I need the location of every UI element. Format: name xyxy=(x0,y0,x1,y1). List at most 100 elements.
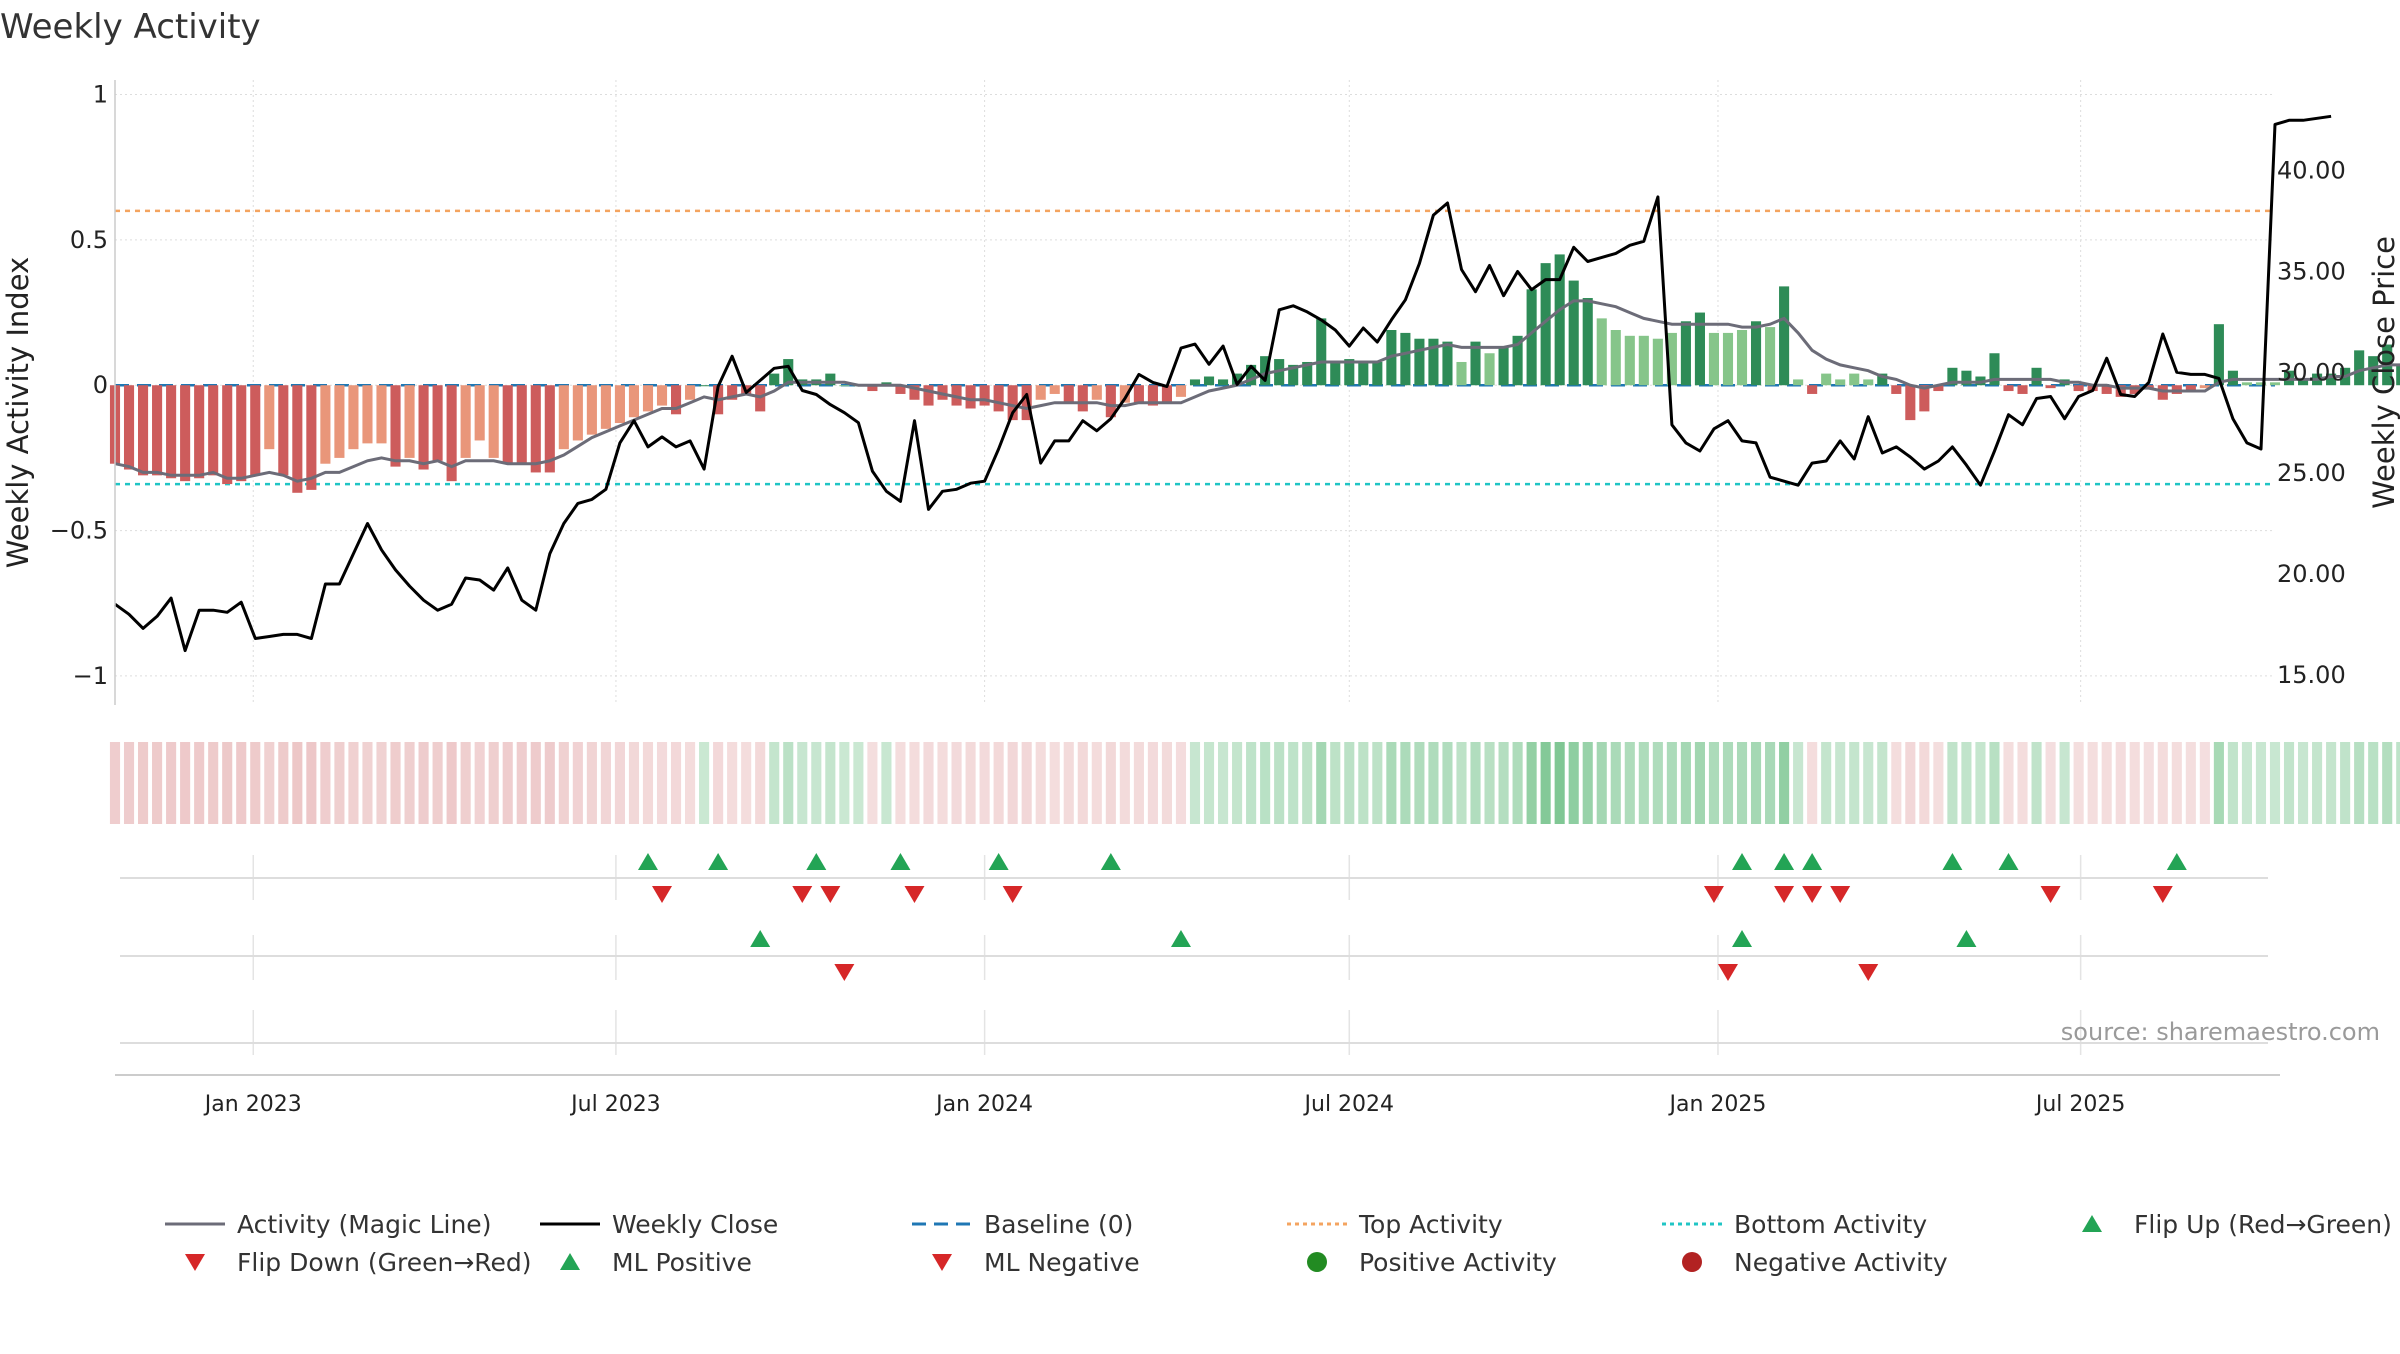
flip-down-marker xyxy=(2152,886,2173,903)
activity-bar xyxy=(1624,335,1635,386)
activity-bar xyxy=(670,385,682,415)
activity-strip-cell xyxy=(1119,742,1130,824)
activity-strip-cell xyxy=(895,742,906,824)
flip-up-marker xyxy=(1774,853,1795,870)
activity-bar xyxy=(1652,338,1663,386)
activity-strip-cell xyxy=(1007,742,1018,824)
x-tick-label: Jan 2025 xyxy=(1668,1092,1767,1117)
activity-bar xyxy=(1863,379,1874,386)
flip-up-marker xyxy=(1942,853,1963,870)
flip-up-marker xyxy=(2166,853,2187,870)
activity-strip-cell xyxy=(1933,742,1944,824)
activity-strip-cell xyxy=(502,742,513,824)
activity-strip-cell xyxy=(1105,742,1116,824)
legend-label: Flip Up (Red→Green) xyxy=(2134,1210,2392,1239)
activity-bar xyxy=(1765,327,1776,386)
activity-bar xyxy=(769,373,780,386)
activity-bar xyxy=(1330,361,1341,386)
activity-bar xyxy=(404,385,415,458)
activity-strip-cell xyxy=(937,742,948,824)
legend-label: ML Positive xyxy=(612,1248,752,1277)
legend-swatch xyxy=(1682,1252,1702,1272)
activity-strip-cell xyxy=(1218,742,1229,824)
activity-bar xyxy=(488,385,499,458)
activity-bar xyxy=(1288,364,1299,386)
activity-strip-cell xyxy=(2157,742,2168,824)
activity-bar xyxy=(965,385,976,409)
flip-down-marker xyxy=(1002,886,1023,903)
activity-strip-cell xyxy=(2115,742,2126,824)
activity-strip-cell xyxy=(2199,742,2210,824)
activity-strip-cell xyxy=(1582,742,1593,824)
activity-strip-cell xyxy=(1526,742,1537,824)
activity-bar xyxy=(993,385,1004,412)
activity-bar xyxy=(2326,373,2337,386)
activity-strip-cell xyxy=(1175,742,1187,824)
activity-strip-cell xyxy=(979,742,990,824)
activity-strip-cell xyxy=(2045,742,2056,824)
activity-bar xyxy=(1302,361,1313,386)
activity-strip-cell xyxy=(250,742,261,824)
activity-strip-cell xyxy=(1877,742,1888,824)
activity-strip-cell xyxy=(1807,742,1818,824)
activity-bar xyxy=(1021,385,1032,421)
activity-bar xyxy=(1989,353,2000,386)
activity-bar xyxy=(530,385,541,473)
activity-strip-cell xyxy=(1596,742,1607,824)
activity-bar xyxy=(1736,330,1748,386)
activity-strip-cell xyxy=(2059,742,2070,824)
activity-strip-cell xyxy=(2227,742,2238,824)
activity-strip-cell xyxy=(741,742,752,824)
activity-strip xyxy=(109,742,2400,824)
flip-down-marker xyxy=(1774,886,1795,903)
activity-strip-cell xyxy=(2312,742,2323,824)
activity-strip-cell xyxy=(2185,742,2196,824)
activity-bar xyxy=(1147,385,1158,406)
activity-bar xyxy=(1905,385,1916,421)
activity-bar xyxy=(1119,385,1130,403)
activity-bar xyxy=(727,385,738,400)
activity-bar xyxy=(334,385,345,458)
activity-strip-cell xyxy=(1540,742,1551,824)
activity-bars xyxy=(109,254,2400,493)
legend-label: Top Activity xyxy=(1358,1210,1503,1239)
activity-strip-cell xyxy=(1414,742,1425,824)
activity-bar xyxy=(446,385,457,482)
flip-down-marker xyxy=(652,886,673,903)
activity-strip-cell xyxy=(334,742,345,824)
activity-strip-cell xyxy=(1442,742,1453,824)
activity-strip-cell xyxy=(1750,742,1762,824)
activity-bar xyxy=(320,385,331,464)
activity-bar xyxy=(1694,312,1705,386)
activity-strip-cell xyxy=(390,742,401,824)
ml-negative-marker xyxy=(834,964,855,981)
activity-strip-cell xyxy=(685,742,696,824)
activity-bar xyxy=(1638,335,1649,386)
activity-bar xyxy=(2101,385,2112,394)
activity-strip-cell xyxy=(404,742,415,824)
ml-negative-marker xyxy=(1858,964,1879,981)
activity-bar xyxy=(1582,298,1593,386)
flip-down-marker xyxy=(2040,886,2061,903)
activity-strip-cell xyxy=(2354,742,2365,824)
activity-strip-cell xyxy=(1274,742,1285,824)
activity-strip-cell xyxy=(755,742,766,824)
activity-bar xyxy=(979,385,990,406)
activity-bar xyxy=(1203,376,1215,386)
activity-strip-cell xyxy=(1400,742,1411,824)
activity-strip-cell xyxy=(1203,742,1215,824)
activity-strip-cell xyxy=(109,742,121,824)
activity-strip-cell xyxy=(909,742,920,824)
activity-strip-cell xyxy=(586,742,597,824)
activity-bar xyxy=(306,385,317,490)
x-tick-label: Jul 2023 xyxy=(569,1092,661,1117)
activity-strip-cell xyxy=(867,742,878,824)
activity-bar xyxy=(278,385,289,476)
activity-strip-cell xyxy=(2171,742,2182,824)
activity-strip-cell xyxy=(1736,742,1748,824)
activity-bar xyxy=(1344,359,1355,386)
activity-bar xyxy=(502,385,513,464)
activity-strip-cell xyxy=(2087,742,2098,824)
y-tick-label: 1 xyxy=(93,81,108,109)
